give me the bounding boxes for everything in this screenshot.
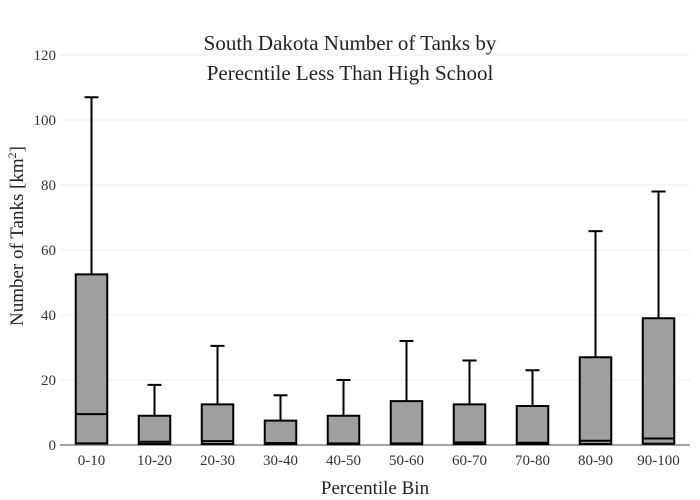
y-tick-label: 0 — [49, 438, 57, 454]
box-80-90 — [578, 230, 613, 446]
y-tick-label: 120 — [34, 48, 57, 64]
box-90-100 — [641, 190, 676, 445]
box-0-10 — [74, 96, 109, 445]
x-tick-labels: 0-10 10-20 20-30 30-40 40-50 50-60 60-70 70-80 8… — [78, 453, 680, 469]
box-10-20 — [137, 383, 172, 446]
x-tick-label: 0-10 — [78, 453, 106, 469]
x-tick-label: 20-30 — [200, 453, 235, 469]
x-tick-label: 30-40 — [263, 453, 298, 469]
iqr-box — [389, 400, 424, 446]
box-30-40 — [263, 394, 298, 446]
iqr-box — [578, 356, 613, 446]
x-tick-label: 60-70 — [452, 453, 487, 469]
y-tick-label: 100 — [34, 113, 57, 129]
x-tick-label: 40-50 — [326, 453, 361, 469]
box-60-70 — [452, 359, 487, 446]
iqr-box — [326, 414, 361, 446]
box-70-80 — [515, 369, 550, 446]
chart-title-line-2: Perecntile Less Than High School — [207, 61, 494, 85]
iqr-box — [515, 405, 550, 446]
boxes — [74, 96, 676, 446]
y-tick-label: 40 — [41, 308, 56, 324]
x-tick-label: 10-20 — [137, 453, 172, 469]
x-tick-label: 50-60 — [389, 453, 424, 469]
x-tick-label: 90-100 — [637, 453, 680, 469]
y-tick-labels: 0 20 40 60 80 100 120 — [34, 48, 57, 454]
y-axis-title-superscript: 2 — [5, 152, 19, 158]
y-tick-label: 80 — [41, 178, 56, 194]
box-40-50 — [326, 379, 361, 446]
y-axis-title-main: Number of Tanks [km — [7, 158, 28, 326]
box-20-30 — [200, 344, 235, 446]
y-tick-label: 60 — [41, 243, 56, 259]
y-axis-title: Number of Tanks [km2] — [5, 146, 28, 326]
x-tick-label: 70-80 — [515, 453, 550, 469]
iqr-box — [200, 403, 235, 446]
y-tick-label: 20 — [41, 373, 56, 389]
iqr-box — [137, 414, 172, 446]
iqr-box — [452, 403, 487, 446]
x-tick-label: 80-90 — [578, 453, 613, 469]
y-axis-title-end: ] — [7, 146, 28, 152]
box-50-60 — [389, 340, 424, 446]
chart-title-line-1: South Dakota Number of Tanks by — [204, 31, 497, 55]
iqr-box — [263, 419, 298, 446]
x-axis-title: Percentile Bin — [321, 478, 430, 499]
iqr-box — [74, 273, 109, 445]
iqr-box — [641, 317, 676, 445]
